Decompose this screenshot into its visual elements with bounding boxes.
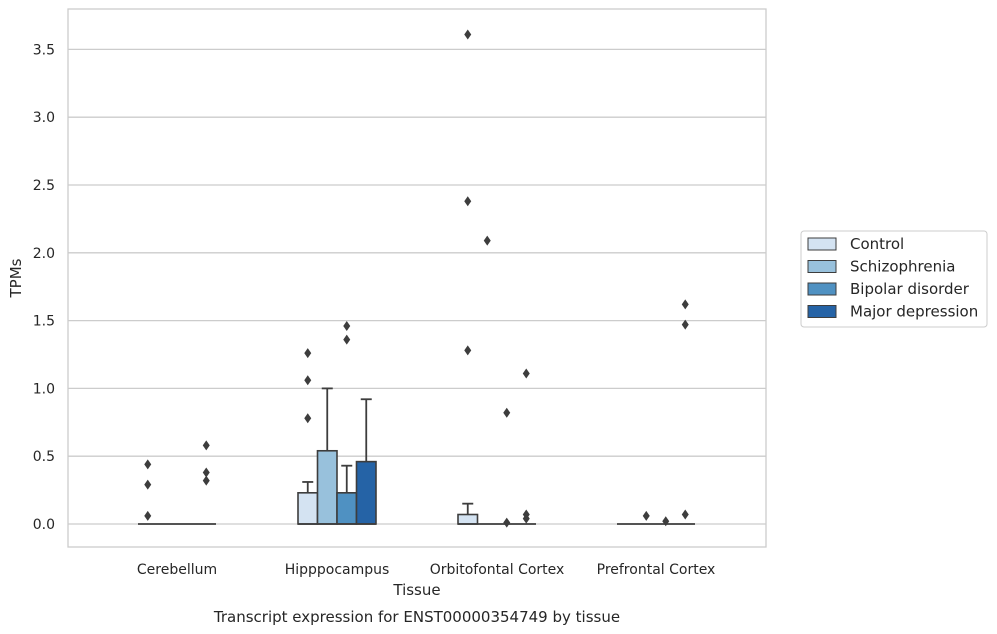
y-tick-label: 1.0	[33, 381, 55, 397]
outlier-point	[144, 459, 152, 470]
box-control	[297, 481, 319, 525]
legend: Control Schizophrenia Bipolar disorder Majo…	[800, 230, 988, 328]
legend-swatch	[807, 237, 837, 251]
outlier-point	[144, 479, 152, 490]
box-bipolar-disorder	[336, 464, 358, 525]
outlier-point	[343, 321, 351, 332]
legend-label: Major depression	[850, 303, 978, 321]
box-body	[457, 513, 479, 525]
outlier-point	[202, 467, 210, 478]
outlier-points	[144, 29, 689, 528]
legend-label: Bipolar disorder	[850, 280, 970, 298]
box-control	[457, 502, 479, 525]
outlier-point	[464, 345, 472, 356]
outlier-point	[681, 509, 689, 520]
y-tick-label: 3.0	[33, 110, 55, 126]
y-axis-label: TPMs	[7, 258, 25, 298]
y-tick-label: 2.5	[33, 178, 55, 194]
outlier-point	[464, 29, 472, 40]
outlier-point	[144, 510, 152, 521]
outlier-point	[343, 334, 351, 345]
outlier-point	[304, 413, 312, 424]
chart-caption: Transcript expression for ENST0000035474…	[213, 608, 620, 626]
y-tick-label: 1.5	[33, 314, 55, 330]
box-body	[297, 492, 319, 525]
outlier-point	[642, 510, 650, 521]
boxes	[138, 387, 695, 525]
x-tick-label: Hipppocampus	[285, 562, 390, 578]
box-major-depression	[355, 398, 377, 525]
outlier-point	[503, 517, 511, 528]
box-schizophrenia	[316, 387, 338, 525]
box-body	[336, 492, 358, 525]
outlier-point	[202, 440, 210, 451]
box-body	[355, 460, 377, 525]
outlier-point	[503, 407, 511, 418]
outlier-point	[681, 299, 689, 310]
y-tick-label: 3.5	[33, 42, 55, 58]
legend-label: Schizophrenia	[850, 258, 955, 276]
outlier-point	[483, 235, 491, 246]
y-tick-label: 0.0	[33, 517, 55, 533]
x-tick-labels: Cerebellum Hipppocampus Orbitofontal Corte…	[137, 562, 715, 578]
outlier-point	[522, 509, 530, 520]
outlier-point	[464, 196, 472, 207]
y-tick-label: 2.0	[33, 246, 55, 262]
legend-swatch	[807, 282, 837, 296]
legend-swatch	[807, 260, 837, 273]
grid-lines	[68, 48, 766, 525]
outlier-point	[681, 319, 689, 330]
legend-swatch	[807, 305, 837, 318]
outlier-point	[304, 375, 312, 386]
legend-frame	[800, 230, 988, 328]
outlier-point	[304, 348, 312, 359]
x-tick-label: Cerebellum	[137, 562, 217, 578]
x-tick-label: Prefrontal Cortex	[597, 562, 716, 578]
y-tick-label: 0.5	[33, 449, 55, 465]
box-body	[316, 449, 338, 525]
outlier-point	[202, 475, 210, 486]
y-tick-labels: 0.0 0.5 1.0 1.5 2.0 2.5 3.0 3.5	[33, 42, 55, 533]
plot-area-frame	[67, 8, 767, 548]
x-tick-label: Orbitofontal Cortex	[430, 562, 565, 578]
outlier-point	[662, 516, 670, 527]
outlier-point	[522, 368, 530, 379]
x-axis-label: Tissue	[392, 581, 440, 599]
legend-label: Control	[850, 235, 904, 253]
